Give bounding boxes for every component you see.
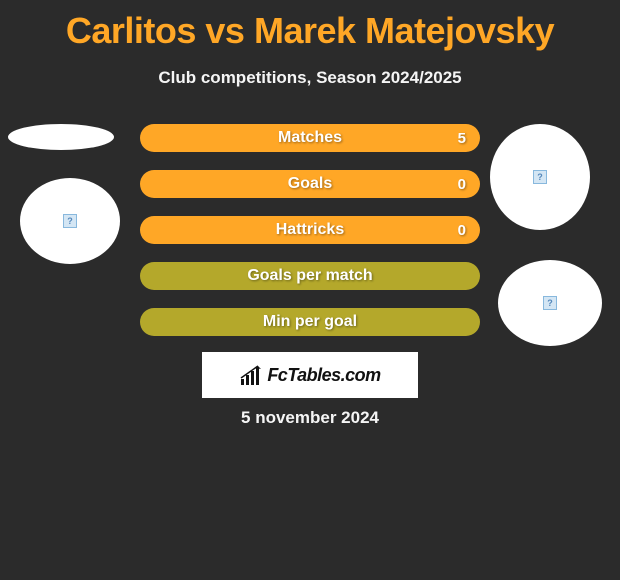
stat-row-min-per-goal: Min per goal xyxy=(140,308,480,336)
brand-text: FcTables.com xyxy=(267,365,380,386)
brand-box[interactable]: FcTables.com xyxy=(202,352,418,398)
stat-label: Min per goal xyxy=(263,313,357,331)
stat-row-hattricks: Hattricks 0 xyxy=(140,216,480,244)
stat-label: Goals xyxy=(288,175,332,193)
image-placeholder-icon: ? xyxy=(533,170,547,184)
player1-shadow-ellipse xyxy=(8,124,114,150)
season-subtitle: Club competitions, Season 2024/2025 xyxy=(0,68,620,88)
stat-value: 0 xyxy=(458,222,466,239)
footer-date: 5 november 2024 xyxy=(0,408,620,428)
stat-value: 0 xyxy=(458,176,466,193)
stat-label: Hattricks xyxy=(276,221,344,239)
image-placeholder-icon: ? xyxy=(63,214,77,228)
player2-avatar: ? xyxy=(490,124,590,230)
bars-icon xyxy=(239,365,263,385)
stat-row-goals: Goals 0 xyxy=(140,170,480,198)
stat-label: Goals per match xyxy=(247,267,372,285)
stat-row-matches: Matches 5 xyxy=(140,124,480,152)
stat-value: 5 xyxy=(458,130,466,147)
stat-label: Matches xyxy=(278,129,342,147)
stat-row-goals-per-match: Goals per match xyxy=(140,262,480,290)
image-placeholder-icon: ? xyxy=(543,296,557,310)
page-title: Carlitos vs Marek Matejovsky xyxy=(0,0,620,52)
stats-list: Matches 5 Goals 0 Hattricks 0 Goals per … xyxy=(140,124,480,354)
player1-avatar: ? xyxy=(20,178,120,264)
player2-avatar-secondary: ? xyxy=(498,260,602,346)
